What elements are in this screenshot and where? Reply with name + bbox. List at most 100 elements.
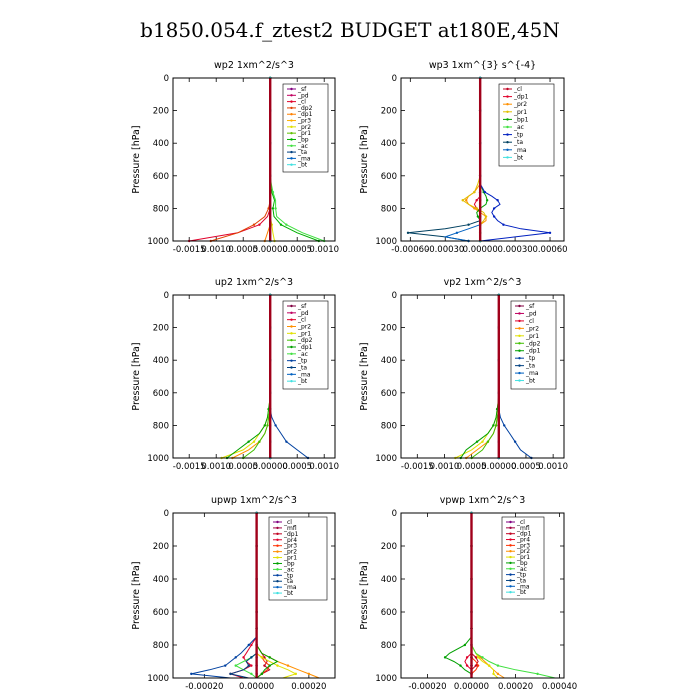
legend-label: _pr2	[525, 325, 539, 332]
y-axis-label: Pressure [hPa]	[359, 125, 370, 193]
legend-label: _pr1	[525, 333, 539, 340]
series-line-pr2	[465, 78, 487, 241]
y-tick-label: 400	[153, 139, 169, 149]
legend: _sf_pd_cl_dp2_dp1_pr3_pr2_pr1_bp_ac_ta_m…	[282, 83, 329, 173]
data-point	[473, 190, 476, 194]
panel-wp3: wp3 1xm^{3} s^{-4} Pressure [hPa] 0 200 400 6…	[359, 60, 568, 255]
data-point	[250, 664, 253, 667]
plot-frame	[400, 512, 565, 679]
legend-label: _pr2	[513, 101, 527, 108]
legend-marker	[506, 103, 509, 106]
data-point	[285, 440, 288, 443]
legend-label: _dp2	[525, 340, 541, 347]
legend-label: _cl	[297, 317, 306, 324]
y-tick-label: 200	[381, 324, 397, 334]
legend-marker	[276, 585, 279, 589]
x-tick-label: 0.00020	[291, 682, 326, 692]
legend-marker	[509, 538, 512, 541]
data-point	[496, 664, 500, 667]
legend-marker	[290, 373, 293, 376]
data-point	[247, 440, 250, 443]
x-tick-label: 0.0010	[309, 245, 339, 255]
data-point	[294, 672, 298, 676]
plot-frame	[400, 77, 565, 242]
data-point	[475, 199, 478, 202]
data-point	[242, 656, 245, 659]
legend-marker	[290, 352, 293, 356]
legend-box	[282, 83, 329, 173]
data-point	[492, 207, 496, 210]
data-point	[250, 643, 253, 647]
data-point	[274, 424, 277, 427]
data-point	[258, 223, 261, 226]
data-point	[502, 223, 505, 226]
y-tick-label: 800	[381, 641, 397, 651]
legend-marker	[290, 144, 293, 147]
legend-label: _ta	[283, 578, 293, 585]
y-tick-label: 200	[153, 542, 169, 552]
legend-marker	[518, 349, 521, 352]
x-tick-label: -0.0015	[173, 245, 206, 255]
legend-marker	[509, 555, 512, 559]
legend-label: _ta	[297, 149, 307, 156]
panel-title: vp2 1xm^2/s^3	[444, 277, 522, 288]
legend-marker	[276, 538, 279, 541]
legend-marker	[506, 133, 509, 136]
data-point	[268, 664, 271, 667]
data-point	[475, 207, 478, 210]
legend-marker	[509, 520, 512, 524]
legend-box	[268, 516, 328, 601]
data-point	[224, 664, 227, 667]
data-point	[492, 672, 495, 676]
legend: _cl_mfl_dp1_pr4_pr3_pr2_pr1_bp_ac_tp_ta_…	[501, 516, 545, 600]
legend-marker	[518, 356, 521, 360]
y-tick-label: 800	[153, 641, 169, 651]
legend-label: _pr3	[297, 118, 311, 125]
data-point	[276, 664, 279, 667]
panel-title: upwp 1xm^2/s^3	[211, 495, 297, 506]
legend-marker	[290, 338, 293, 342]
legend-label: _bp1	[513, 116, 529, 123]
legend-label: _bt	[525, 378, 536, 385]
legend: _cl_dp1_pr2_pr1_bp1_ac_tp_ta_ma_bt	[498, 83, 555, 167]
data-point	[496, 199, 499, 202]
y-tick-label: 400	[381, 575, 397, 585]
data-point	[443, 656, 447, 659]
legend-label: _cl	[525, 318, 534, 325]
legend-marker	[276, 532, 279, 536]
x-tick-label: 0.0010	[430, 462, 460, 472]
legend-label: _tp	[513, 132, 523, 139]
y-tick-label: 1000	[147, 674, 169, 684]
legend-label: _sf	[525, 303, 535, 310]
panel-title: wp3 1xm^{3} s^{-4}	[429, 60, 536, 71]
legend-label: _sf	[297, 303, 307, 310]
legend-marker	[276, 574, 279, 577]
legend-marker	[290, 379, 293, 383]
y-tick-label: 400	[381, 356, 397, 366]
legend-marker	[506, 118, 509, 121]
legend-marker	[506, 87, 509, 91]
series-line-pr1	[455, 295, 500, 459]
series-line-dp2	[471, 295, 500, 459]
x-tick-label: 0.00030	[498, 245, 533, 255]
legend-marker	[276, 591, 279, 595]
x-tick-label: 0.0010	[538, 462, 568, 472]
data-point	[476, 656, 480, 659]
legend-box	[510, 300, 557, 390]
y-tick-label: 600	[381, 608, 397, 618]
x-tick-label: 0.00000	[239, 682, 274, 692]
data-point	[406, 231, 410, 235]
legend-label: _bt	[283, 590, 294, 597]
data-point	[465, 656, 469, 659]
legend-label: _pr3	[516, 542, 530, 549]
y-tick-label: 400	[153, 575, 169, 585]
legend-label: _pr2	[297, 324, 311, 331]
legend-marker	[518, 364, 521, 367]
data-point	[286, 664, 290, 667]
y-tick-label: 200	[381, 107, 397, 117]
legend-label: _pr2	[516, 548, 530, 555]
legend-label: _ma	[297, 371, 311, 378]
data-point	[487, 664, 491, 667]
y-tick-label: 800	[381, 204, 397, 214]
legend-label: _dp1	[283, 531, 299, 538]
